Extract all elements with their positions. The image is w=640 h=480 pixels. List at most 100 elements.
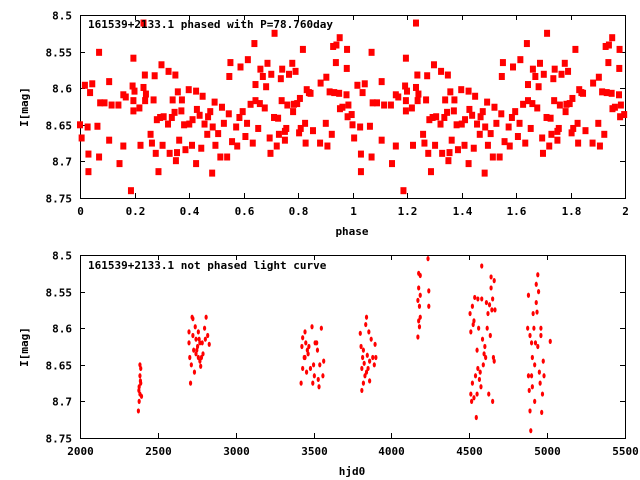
data-point xyxy=(492,358,496,364)
data-point xyxy=(531,310,535,317)
data-point xyxy=(421,139,428,147)
data-point xyxy=(483,343,487,350)
y-tick-label: 8.5 xyxy=(52,250,72,263)
data-point xyxy=(85,150,92,158)
data-point xyxy=(480,296,484,302)
data-point xyxy=(474,414,478,421)
data-point xyxy=(290,100,297,108)
data-point xyxy=(475,391,479,397)
data-point xyxy=(188,354,192,361)
x-tick-label: 1.4 xyxy=(453,205,473,218)
data-point xyxy=(536,289,541,295)
data-point xyxy=(527,387,531,394)
data-point xyxy=(360,387,364,394)
data-point xyxy=(268,70,275,78)
data-point xyxy=(416,334,420,340)
data-point xyxy=(326,88,333,96)
data-point xyxy=(374,354,378,361)
data-point xyxy=(423,96,430,104)
data-point xyxy=(322,358,326,364)
data-point xyxy=(473,373,478,379)
data-point xyxy=(482,351,486,357)
data-point xyxy=(540,70,547,78)
data-point xyxy=(603,89,610,97)
data-point xyxy=(193,160,200,168)
data-point xyxy=(358,330,362,336)
data-point xyxy=(409,141,416,149)
x-tick-label: 3500 xyxy=(301,445,328,458)
data-point xyxy=(530,384,534,390)
data-point xyxy=(574,119,581,127)
data-point xyxy=(508,113,515,121)
data-point xyxy=(140,83,147,91)
data-point xyxy=(290,108,297,116)
data-point xyxy=(323,73,330,81)
data-point xyxy=(207,341,211,347)
data-point xyxy=(415,90,422,98)
data-point xyxy=(520,100,527,108)
data-point xyxy=(182,146,189,154)
data-point xyxy=(332,59,339,67)
data-point xyxy=(198,144,205,152)
data-point xyxy=(395,93,402,101)
data-point xyxy=(237,63,244,71)
data-point xyxy=(499,59,506,67)
data-point xyxy=(271,113,278,121)
data-point xyxy=(188,380,193,386)
data-point xyxy=(172,157,179,165)
data-point xyxy=(301,365,305,372)
data-point xyxy=(512,108,519,116)
data-point xyxy=(468,310,472,317)
data-point xyxy=(209,123,216,131)
data-point xyxy=(322,119,329,127)
data-point xyxy=(418,292,422,298)
data-point xyxy=(300,343,304,350)
data-point xyxy=(442,96,449,104)
data-point xyxy=(263,83,270,91)
data-point xyxy=(469,111,476,119)
data-point xyxy=(94,122,101,130)
data-point xyxy=(229,138,236,146)
data-point xyxy=(534,299,538,306)
data-point xyxy=(361,380,365,386)
data-point xyxy=(315,340,319,346)
data-point xyxy=(193,324,197,330)
y-tick-label: 8.6 xyxy=(52,323,72,336)
data-point xyxy=(408,104,415,112)
data-point xyxy=(181,121,188,129)
data-point xyxy=(366,122,373,130)
data-point xyxy=(514,133,521,141)
y-tick-label: 8.5 xyxy=(52,10,72,23)
data-point xyxy=(308,365,313,372)
x-axis-label: phase xyxy=(335,225,368,238)
data-point xyxy=(345,101,352,109)
data-point xyxy=(558,70,565,78)
x-tick-label: 5500 xyxy=(612,445,639,458)
data-point xyxy=(267,149,274,157)
data-point xyxy=(255,124,262,132)
data-point xyxy=(361,80,368,88)
data-point xyxy=(365,352,369,358)
data-point xyxy=(279,65,286,73)
data-point xyxy=(565,67,572,75)
data-point xyxy=(204,314,208,320)
data-point xyxy=(529,340,534,346)
data-point xyxy=(160,113,167,121)
unphased-light-curve-panel: 2000 2500 3000 3500 4000 4500 5000 5500 8.5 8.55 8… xyxy=(18,250,639,479)
data-point xyxy=(199,92,206,100)
data-point xyxy=(453,121,460,129)
data-point xyxy=(212,141,219,149)
data-point xyxy=(533,362,537,368)
data-point xyxy=(141,71,148,79)
data-point xyxy=(247,100,254,108)
data-point xyxy=(526,373,531,379)
data-point xyxy=(523,40,530,48)
data-point xyxy=(461,141,468,149)
data-point xyxy=(533,340,538,346)
data-point xyxy=(157,113,164,121)
data-point xyxy=(373,341,377,347)
data-point xyxy=(138,362,142,368)
data-point xyxy=(116,160,123,168)
x-tick-label: 4500 xyxy=(456,445,483,458)
data-point xyxy=(303,354,307,361)
